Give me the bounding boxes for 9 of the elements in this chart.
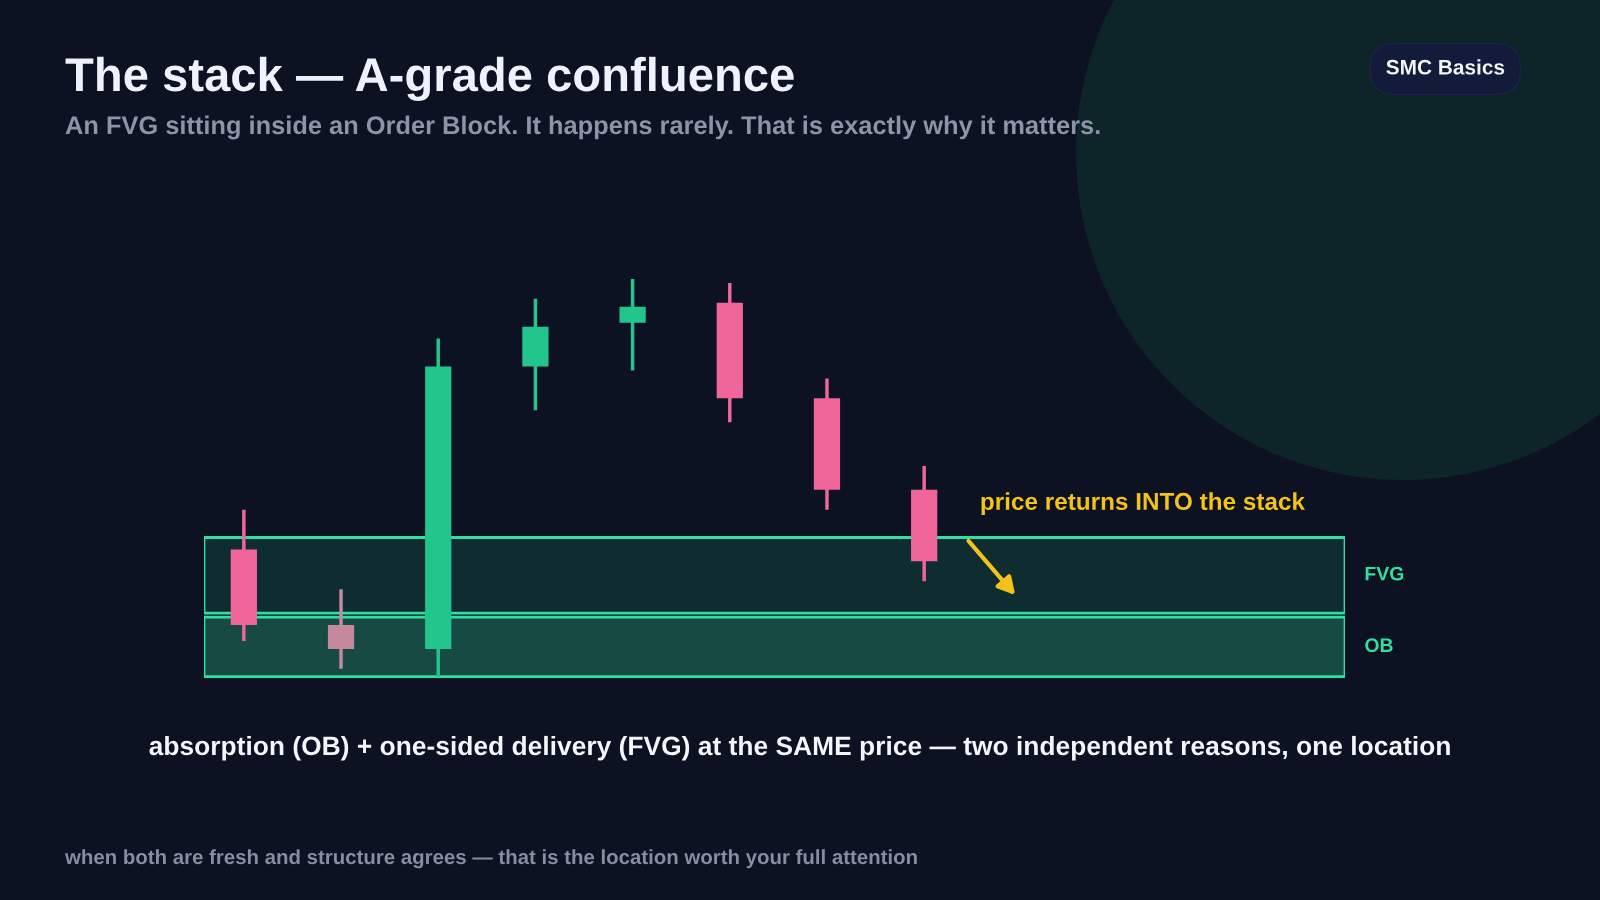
text: price returns INTO the stack [981,492,1306,515]
chart-title: The stack — A-grade confluence [65,56,794,102]
chart-subtitle: An FVG sitting inside an Order Block. It happens rarely. That is exactly why it matters. [65,115,1100,140]
band-label: FVG [1365,566,1404,581]
text: when both are fresh and structure agrees — that is the location worth your full attention [64,849,917,869]
text: SMC Basics [1386,59,1505,75]
band-label: OB [1365,638,1393,653]
text: absorption (OB) + one-sided delivery (FVG) at the SAME price — two independent reasons, one location [149,735,1450,761]
candlestick [619,278,646,371]
